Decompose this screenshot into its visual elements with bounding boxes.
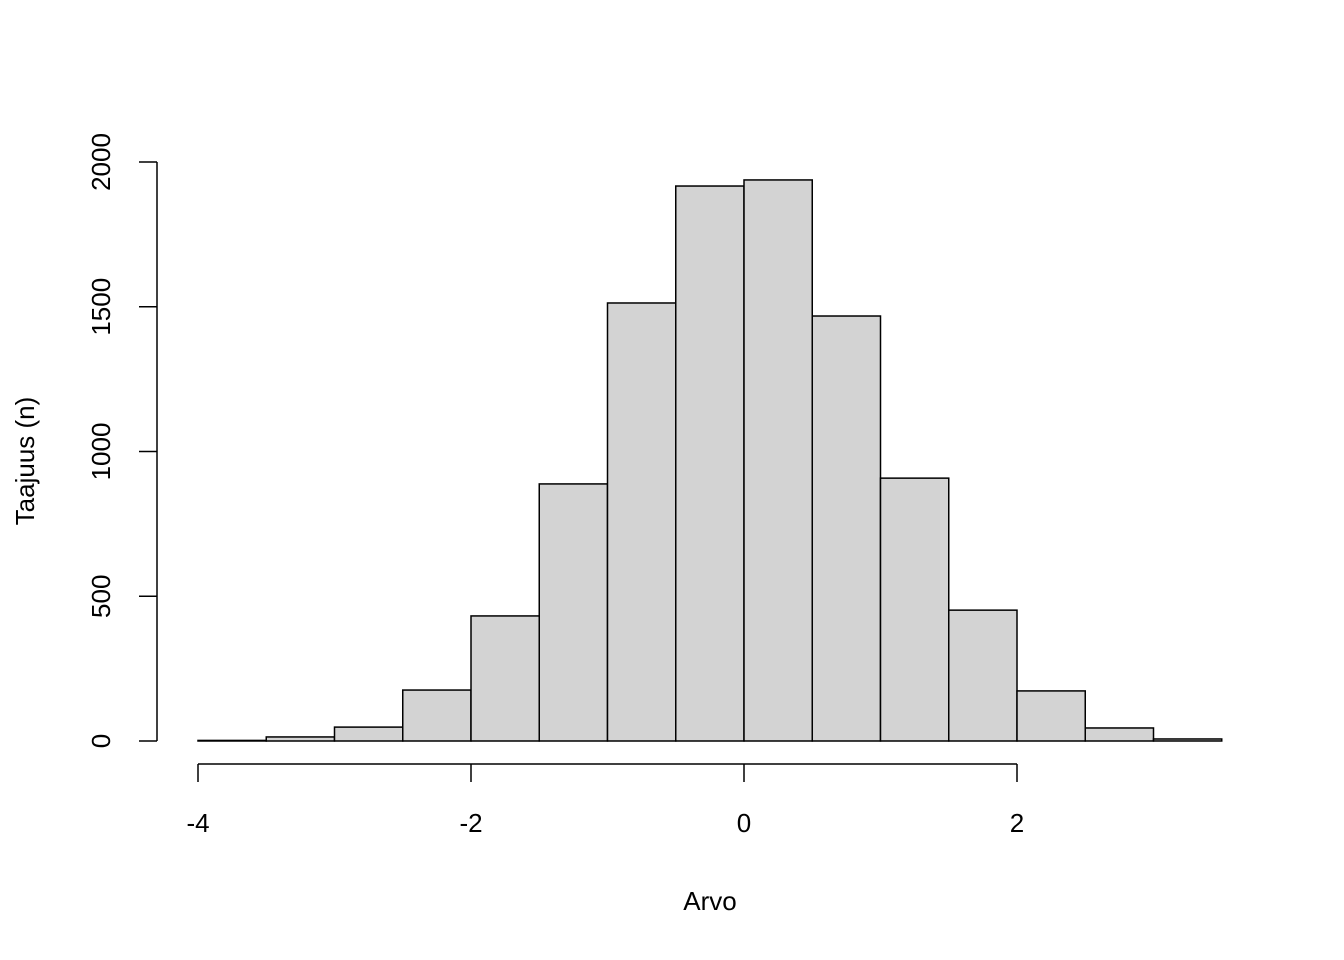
x-tick-label: -4: [186, 808, 209, 838]
bar: [811, 315, 882, 742]
y-tick-label: 1500: [86, 278, 116, 336]
bar: [333, 726, 404, 742]
y-tick-label: 500: [86, 575, 116, 618]
x-axis-label: Arvo: [683, 886, 736, 916]
bar: [1016, 690, 1086, 742]
bar: [265, 736, 336, 742]
y-tick-label: 1000: [86, 423, 116, 481]
x-tick-label: 0: [737, 808, 751, 838]
bar: [538, 483, 609, 742]
y-tick-label: 2000: [86, 133, 116, 191]
bar: [948, 609, 1018, 742]
bar: [197, 739, 267, 742]
bar: [1084, 727, 1155, 742]
bar: [1152, 738, 1223, 742]
bar: [879, 477, 950, 742]
bar: [470, 615, 540, 742]
bar: [743, 179, 813, 742]
x-tick-label: 2: [1010, 808, 1024, 838]
y-tick-label: 0: [86, 734, 116, 748]
y-axis-label: Taajuus (n): [10, 397, 40, 526]
x-tick-label: -2: [459, 808, 482, 838]
bar: [402, 689, 472, 742]
bar: [606, 302, 677, 742]
bar: [675, 185, 745, 742]
